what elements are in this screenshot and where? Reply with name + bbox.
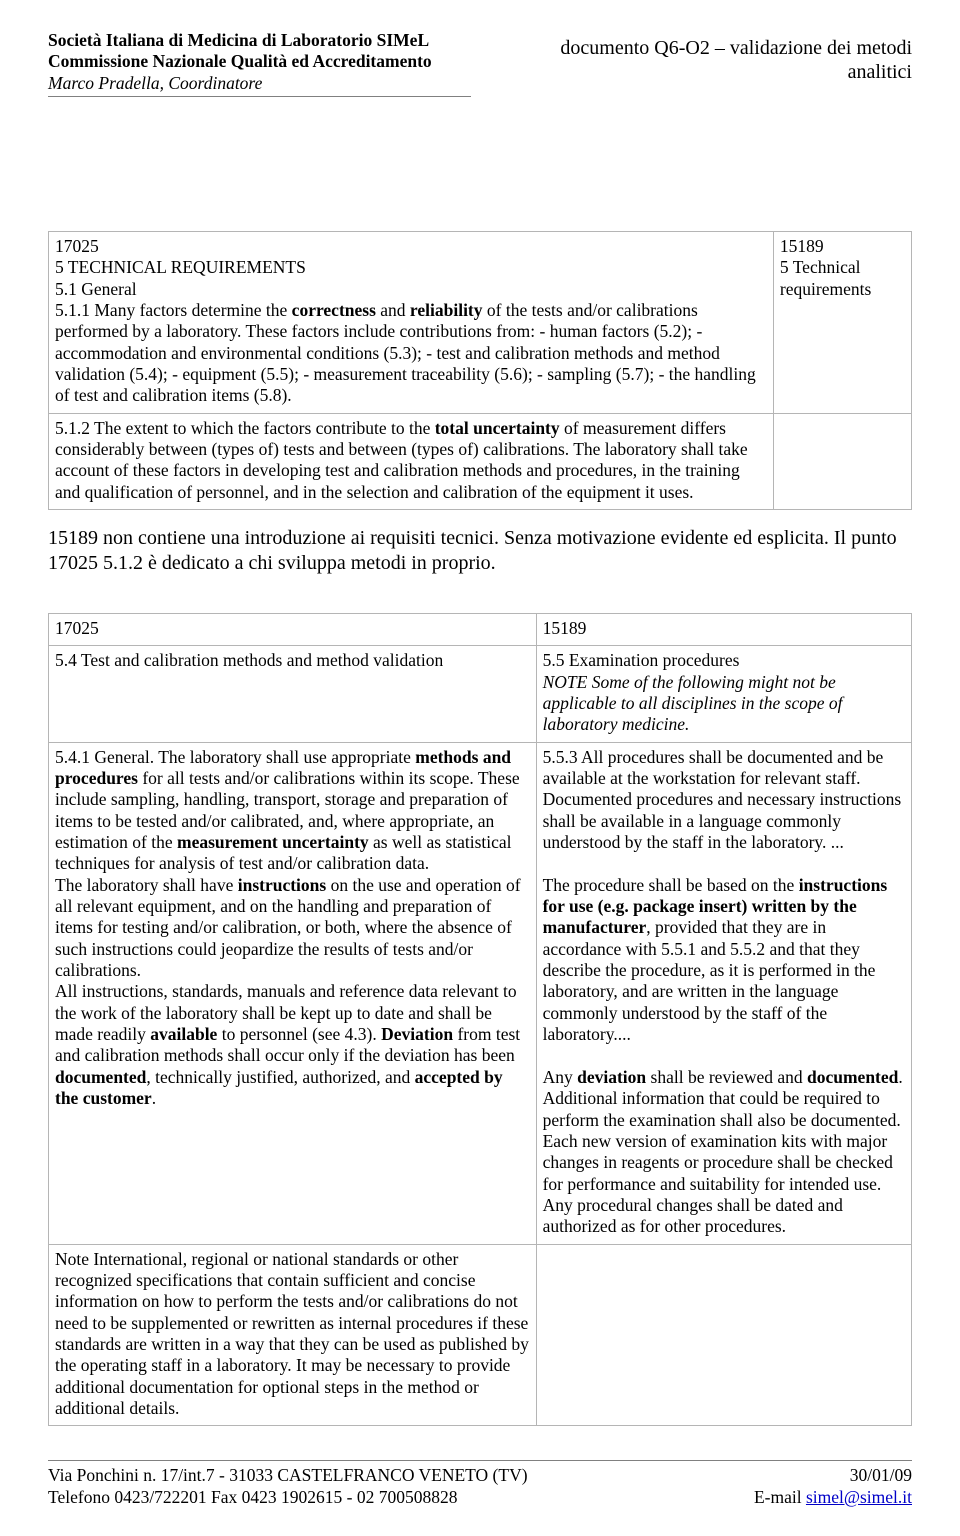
org-name: Società Italiana di Medicina di Laborato…	[48, 30, 471, 51]
footer-phone: Telefono 0423/722201 Fax 0423 1902615 - …	[48, 1487, 528, 1508]
spacer	[48, 585, 912, 613]
table-row: 5.4.1 General. The laboratory shall use …	[49, 742, 912, 1244]
cell-15189: 15189	[536, 613, 911, 645]
page: Società Italiana di Medicina di Laborato…	[0, 0, 960, 1536]
cell-17025: 17025	[49, 613, 537, 645]
coordinator: Marco Pradella, Coordinatore	[48, 73, 471, 94]
footer-date: 30/01/09	[754, 1465, 912, 1486]
table-row: 5.4 Test and calibration methods and met…	[49, 646, 912, 742]
table-row: Note International, regional or national…	[49, 1244, 912, 1426]
footer-address: Via Ponchini n. 17/int.7 - 31033 CASTELF…	[48, 1465, 528, 1486]
spacer	[48, 101, 912, 231]
footer-left: Via Ponchini n. 17/int.7 - 31033 CASTELF…	[48, 1465, 528, 1508]
header-left: Società Italiana di Medicina di Laborato…	[48, 30, 471, 97]
table-row: 1702515189	[49, 613, 912, 645]
cell-17025: 5.4.1 General. The laboratory shall use …	[49, 742, 537, 1244]
cell-15189	[773, 413, 911, 509]
cell-17025: 5.1.2 The extent to which the factors co…	[49, 413, 774, 509]
page-header: Società Italiana di Medicina di Laborato…	[48, 30, 912, 97]
cell-17025: 170255 TECHNICAL REQUIREMENTS5.1 General…	[49, 232, 774, 414]
cell-15189: 5.5 Examination proceduresNOTE Some of t…	[536, 646, 911, 742]
table-row: 170255 TECHNICAL REQUIREMENTS5.1 General…	[49, 232, 912, 414]
email-label: E-mail	[754, 1487, 806, 1507]
cell-17025: Note International, regional or national…	[49, 1244, 537, 1426]
comparison-table-1: 170255 TECHNICAL REQUIREMENTS5.1 General…	[48, 231, 912, 510]
doc-title-2: analitici	[489, 60, 912, 84]
cell-15189: 151895 Technical requirements	[773, 232, 911, 414]
intro-paragraph: 15189 non contiene una introduzione ai r…	[48, 526, 912, 575]
footer-right: 30/01/09 E-mail simel@simel.it	[754, 1465, 912, 1508]
commission-name: Commissione Nazionale Qualità ed Accredi…	[48, 51, 471, 72]
footer-email: E-mail simel@simel.it	[754, 1487, 912, 1508]
comparison-table-2: 17025151895.4 Test and calibration metho…	[48, 613, 912, 1426]
cell-15189: 5.5.3 All procedures shall be documented…	[536, 742, 911, 1244]
cell-17025: 5.4 Test and calibration methods and met…	[49, 646, 537, 742]
email-link[interactable]: simel@simel.it	[806, 1487, 912, 1507]
doc-title-1: documento Q6-O2 – validazione dei metodi	[560, 37, 912, 59]
cell-15189	[536, 1244, 911, 1426]
table-row: 5.1.2 The extent to which the factors co…	[49, 413, 912, 509]
header-right: documento Q6-O2 – validazione dei metodi…	[489, 30, 912, 85]
page-footer: Via Ponchini n. 17/int.7 - 31033 CASTELF…	[48, 1460, 912, 1508]
